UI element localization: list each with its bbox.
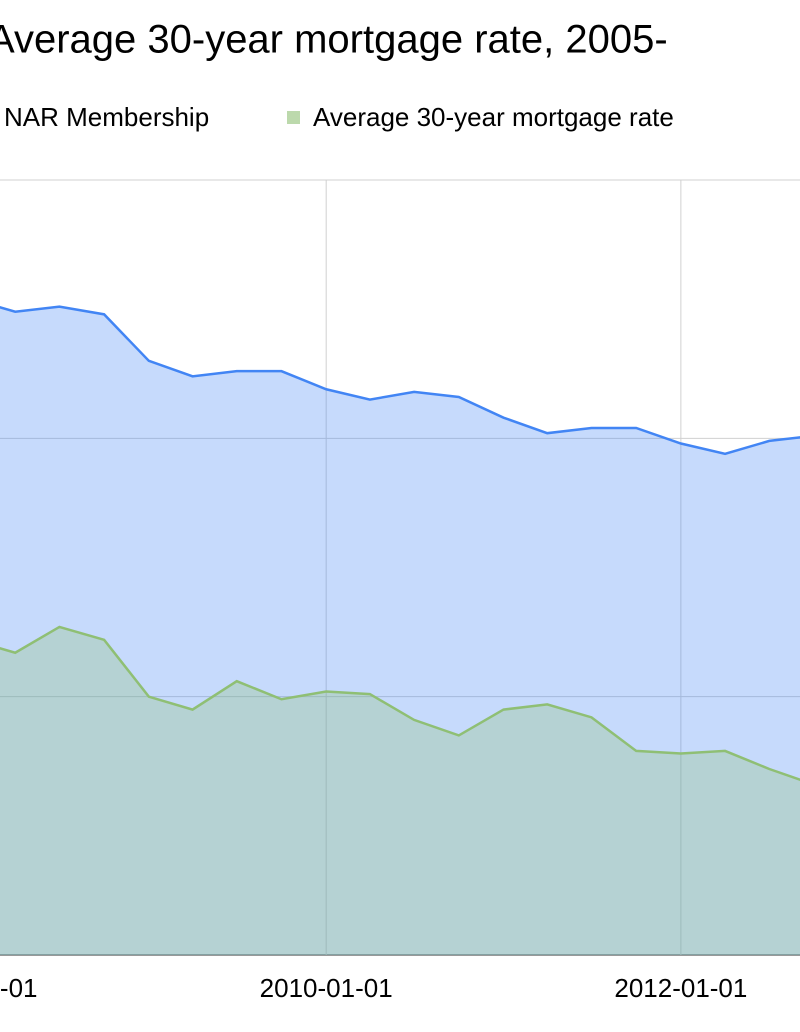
area (0, 306, 800, 955)
plot (0, 305, 800, 955)
x-tick-label: 2012-01-01 (614, 973, 747, 1003)
legend-marker (287, 111, 300, 124)
chart-title: Average 30-year mortgage rate, 2005- (0, 18, 668, 62)
line (0, 305, 800, 456)
x-tick-label: 2008-01-01 (0, 973, 38, 1003)
legend: NAR Membership Average 30-year mortgage r… (4, 102, 674, 132)
legend-label: Average 30-year mortgage rate (313, 102, 674, 132)
x-tick-label: 2010-01-01 (260, 973, 393, 1003)
x-axis: 2008-01-01 2010-01-01 2012-01-01 (0, 973, 747, 1003)
line (0, 625, 800, 781)
grid (0, 179, 800, 956)
area (0, 626, 800, 955)
legend-label: NAR Membership (4, 102, 209, 132)
